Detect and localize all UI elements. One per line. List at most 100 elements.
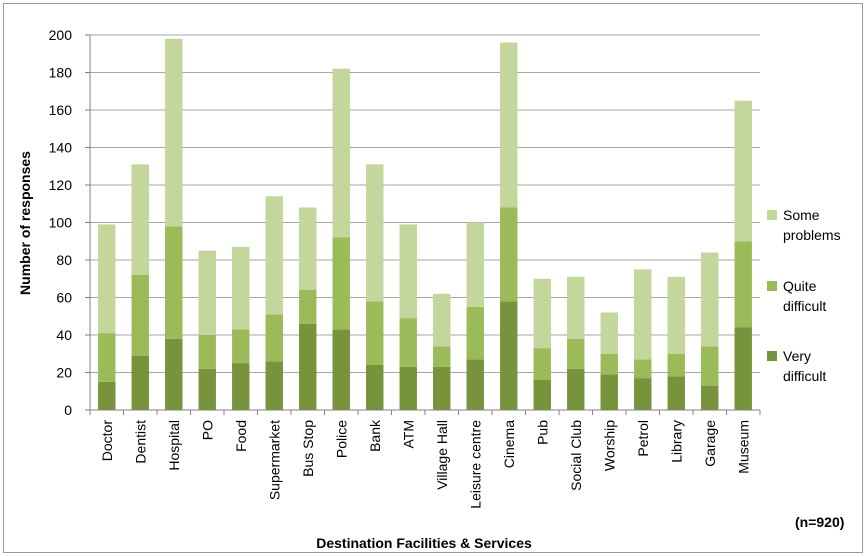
bar-very-difficult <box>266 361 283 410</box>
y-tick-label: 120 <box>49 177 73 193</box>
bar-quite-difficult <box>668 354 685 377</box>
y-axis-title: Number of responses <box>17 151 33 295</box>
bar-very-difficult <box>567 369 584 410</box>
x-tick-label: Village Hall <box>434 420 450 490</box>
legend-label: Quite difficult <box>783 278 826 314</box>
y-tick-label: 200 <box>49 27 73 43</box>
bar-quite-difficult <box>132 275 149 356</box>
bar-quite-difficult <box>634 359 651 378</box>
y-tick-label: 40 <box>56 327 72 343</box>
bar-very-difficult <box>132 356 149 410</box>
legend-label: Some problems <box>783 207 841 243</box>
bar-some-problems <box>266 196 283 314</box>
bar-quite-difficult <box>232 329 249 363</box>
legend-swatch <box>767 281 777 291</box>
bar-very-difficult <box>165 339 182 410</box>
x-tick-label: PO <box>199 420 215 440</box>
bar-quite-difficult <box>567 339 584 369</box>
x-tick-label: Petrol <box>635 420 651 457</box>
legend-label: Very difficult <box>783 348 826 384</box>
bar-quite-difficult <box>400 318 417 367</box>
legend: Some problems Quite difficult Very difficult <box>767 207 841 384</box>
bar-very-difficult <box>534 380 551 410</box>
bar-some-problems <box>467 223 484 307</box>
bar-very-difficult <box>701 386 718 410</box>
bar-some-problems <box>199 251 216 335</box>
x-tick-label: Dentist <box>132 420 148 464</box>
gridlines <box>90 35 760 373</box>
x-tick-label: Garage <box>702 420 718 467</box>
y-tick-label: 100 <box>49 215 73 231</box>
bar-some-problems <box>634 269 651 359</box>
x-tick-label: Library <box>668 420 684 463</box>
y-tick-label: 60 <box>56 290 72 306</box>
x-tick-label: Hospital <box>166 420 182 471</box>
bar-quite-difficult <box>299 290 316 324</box>
x-tick-label: Cinema <box>501 420 517 468</box>
bar-very-difficult <box>634 378 651 410</box>
bar-very-difficult <box>98 382 115 410</box>
bar-quite-difficult <box>433 346 450 367</box>
x-tick-label: Bank <box>367 419 383 452</box>
bar-quite-difficult <box>199 335 216 369</box>
bar-very-difficult <box>735 328 752 411</box>
bar-some-problems <box>668 277 685 354</box>
bar-very-difficult <box>366 365 383 410</box>
y-tick-label: 0 <box>64 402 72 418</box>
y-tick-label: 80 <box>56 252 72 268</box>
legend-swatch <box>767 210 777 220</box>
bar-some-problems <box>735 101 752 242</box>
bar-some-problems <box>567 277 584 339</box>
bar-very-difficult <box>467 359 484 410</box>
bar-some-problems <box>98 224 115 333</box>
bar-quite-difficult <box>701 346 718 385</box>
bar-very-difficult <box>668 376 685 410</box>
sample-size-note: (n=920) <box>795 514 844 530</box>
bar-very-difficult <box>400 367 417 410</box>
bar-some-problems <box>701 253 718 347</box>
bar-quite-difficult <box>601 354 618 375</box>
bar-some-problems <box>299 208 316 291</box>
x-tick-label: Supermarket <box>266 420 282 500</box>
bars <box>98 39 752 410</box>
x-tick-label: Pub <box>534 420 550 445</box>
bar-some-problems <box>601 313 618 354</box>
bar-quite-difficult <box>366 301 383 365</box>
bar-some-problems <box>165 39 182 227</box>
bar-very-difficult <box>500 301 517 410</box>
bar-quite-difficult <box>266 314 283 361</box>
bar-some-problems <box>400 224 417 318</box>
bar-quite-difficult <box>165 226 182 339</box>
x-tick-labels: Doctor Dentist Hospital PO Food Supermarket Bu… <box>90 410 760 509</box>
bar-quite-difficult <box>467 307 484 360</box>
y-tick-label: 160 <box>49 102 73 118</box>
y-tick-label: 180 <box>49 65 73 81</box>
bar-some-problems <box>366 164 383 301</box>
x-tick-label: Museum <box>735 420 751 474</box>
bar-very-difficult <box>232 363 249 410</box>
y-tick-labels: 0 20 40 60 80 100 120 140 160 180 200 <box>49 27 90 418</box>
bar-some-problems <box>534 279 551 348</box>
bar-very-difficult <box>299 324 316 410</box>
bar-quite-difficult <box>534 348 551 380</box>
legend-swatch <box>767 351 777 361</box>
bar-some-problems <box>500 43 517 208</box>
bar-some-problems <box>433 294 450 347</box>
bar-very-difficult <box>601 374 618 410</box>
bar-some-problems <box>132 164 149 275</box>
x-tick-label: Police <box>333 420 349 458</box>
x-tick-label: Social Club <box>568 420 584 491</box>
bar-some-problems <box>232 247 249 330</box>
bar-quite-difficult <box>735 241 752 327</box>
bar-very-difficult <box>199 369 216 410</box>
x-tick-label: Bus Stop <box>300 420 316 477</box>
bar-quite-difficult <box>333 238 350 330</box>
bar-quite-difficult <box>98 333 115 382</box>
bar-quite-difficult <box>500 208 517 302</box>
y-tick-label: 20 <box>56 365 72 381</box>
bar-some-problems <box>333 69 350 238</box>
x-tick-label: Doctor <box>99 420 115 462</box>
y-tick-label: 140 <box>49 140 73 156</box>
x-tick-label: Food <box>233 420 249 452</box>
